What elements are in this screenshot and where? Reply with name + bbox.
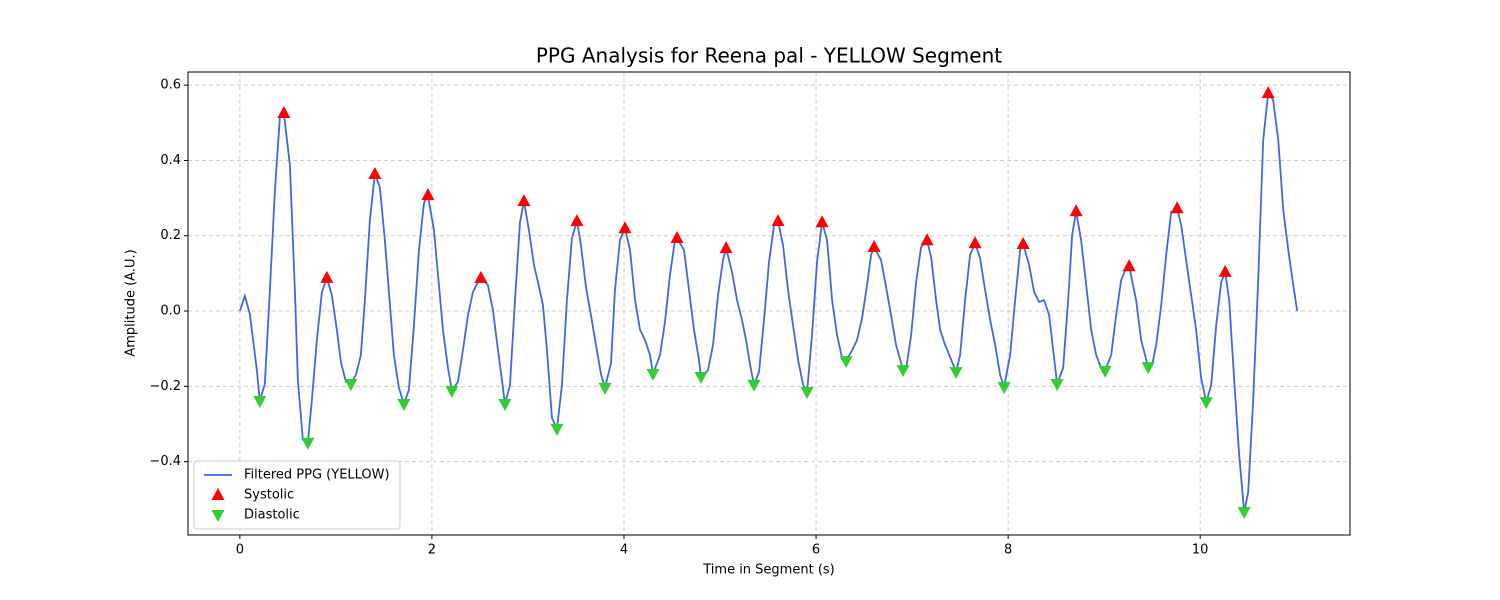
systolic-marker (1069, 204, 1083, 217)
y-tick-label: −0.4 (149, 454, 181, 469)
legend: Filtered PPG (YELLOW) Systolic Diastolic (193, 460, 401, 530)
legend-swatch (211, 510, 225, 522)
diastolic-marker (1199, 397, 1213, 410)
diastolic-marker (397, 399, 411, 412)
systolic-marker (368, 167, 382, 180)
y-tick-label: 0.6 (160, 78, 181, 93)
systolic-marker (670, 231, 684, 244)
diastolic-marker (344, 379, 358, 392)
diastolic-marker (747, 379, 761, 392)
systolic-marker (618, 221, 632, 234)
systolic-marker (920, 233, 934, 246)
systolic-marker (719, 241, 733, 254)
x-tick-label: 10 (1192, 543, 1209, 558)
diastolic-marker (1237, 507, 1251, 520)
diastolic-marker (949, 367, 963, 380)
systolic-marker (1122, 259, 1136, 272)
diastolic-marker (694, 371, 708, 384)
systolic-marker (421, 188, 435, 201)
systolic-marker (474, 270, 488, 283)
diastolic-marker (253, 395, 267, 408)
systolic-marker (968, 236, 982, 249)
diastolic-marker (598, 382, 612, 395)
systolic-marker (570, 214, 584, 227)
diastolic-marker (896, 365, 910, 378)
x-tick-label: 4 (620, 543, 628, 558)
diastolic-marker (301, 437, 315, 450)
systolic-marker (867, 240, 881, 253)
systolic-marker (1261, 86, 1275, 99)
chart-title: PPG Analysis for Reena pal - YELLOW Segm… (536, 44, 1002, 68)
systolic-marker (277, 106, 291, 119)
systolic-marker (1170, 201, 1184, 214)
diastolic-marker (997, 382, 1011, 395)
legend-label: Diastolic (244, 508, 300, 523)
x-tick-label: 6 (812, 543, 820, 558)
y-tick-label: 0.2 (160, 228, 181, 243)
ppg-line (239, 90, 1299, 513)
x-tick-label: 8 (1004, 543, 1012, 558)
plot-frame (187, 71, 1351, 536)
y-tick-label: 0.4 (160, 153, 181, 168)
systolic-marker (1218, 264, 1232, 277)
y-tick-label: −0.2 (149, 379, 181, 394)
x-tick-label: 2 (428, 543, 436, 558)
systolic-marker (1016, 237, 1030, 250)
diastolic-marker (1098, 365, 1112, 378)
diastolic-marker (839, 356, 853, 369)
legend-box (193, 460, 401, 530)
diastolic-marker (646, 368, 660, 381)
diastolic-marker (1141, 362, 1155, 375)
legend-label: Systolic (244, 488, 294, 503)
legend-swatch (211, 488, 225, 500)
y-axis-label: Amplitude (A.U.) (124, 249, 139, 356)
diastolic-marker (1050, 379, 1064, 392)
x-axis-label: Time in Segment (s) (702, 563, 834, 578)
legend-label: Filtered PPG (YELLOW) (244, 468, 390, 483)
diastolic-marker (498, 399, 512, 412)
diastolic-marker (800, 386, 814, 399)
x-tick-label: 0 (236, 543, 244, 558)
y-tick-label: 0.0 (160, 304, 181, 319)
systolic-marker (771, 214, 785, 227)
diastolic-marker (445, 385, 459, 398)
diastolic-marker (550, 423, 564, 436)
systolic-marker (320, 270, 334, 283)
systolic-marker (517, 194, 531, 207)
systolic-marker (815, 215, 829, 228)
